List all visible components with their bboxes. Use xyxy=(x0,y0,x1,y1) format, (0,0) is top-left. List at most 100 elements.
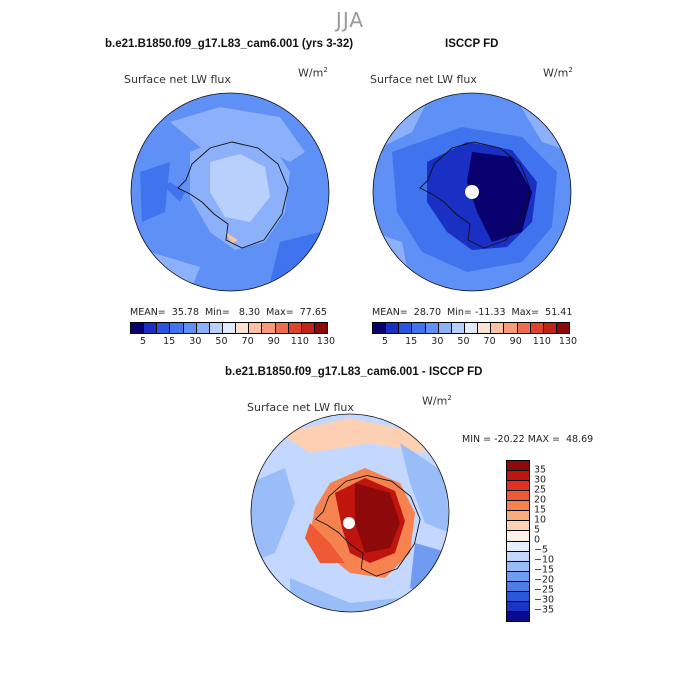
colorbar-swatch xyxy=(507,511,529,522)
colorbar-swatch xyxy=(507,571,529,582)
colorbar-swatch xyxy=(373,323,387,333)
colorbar-swatch xyxy=(131,323,145,333)
colorbar-swatch xyxy=(507,551,529,562)
season-title: JJA xyxy=(335,8,365,32)
colorbar-swatch xyxy=(507,591,529,602)
colorbar-swatch xyxy=(399,323,413,333)
right-colorbar xyxy=(372,322,570,334)
colorbar-swatch xyxy=(517,323,531,333)
colorbar-tick-label: −30 xyxy=(534,594,555,606)
right-panel-title: ISCCP FD xyxy=(445,38,499,50)
colorbar-tick-label: 130 xyxy=(558,336,578,347)
colorbar-swatch xyxy=(507,611,529,621)
diff-colorbar-ticks: 35 30 25 20 15 10 5 0 −5 −10 −15 −20 −25 −30 −35 xyxy=(534,460,574,620)
diff-units-base: W/m xyxy=(422,394,448,408)
colorbar-swatch xyxy=(507,481,529,492)
left-units-exp: 2 xyxy=(323,66,328,74)
colorbar-swatch xyxy=(209,323,223,333)
colorbar-swatch xyxy=(507,561,529,572)
colorbar-swatch xyxy=(222,323,237,333)
diff-colorbar xyxy=(506,460,530,622)
colorbar-swatch xyxy=(288,323,302,333)
colorbar-swatch xyxy=(507,471,529,482)
colorbar-tick-label: 15 xyxy=(534,504,547,516)
colorbar-tick-label: 70 xyxy=(483,336,496,347)
colorbar-swatch xyxy=(507,521,529,532)
colorbar-tick-label: −35 xyxy=(534,604,555,616)
colorbar-swatch xyxy=(301,323,315,333)
diff-units-label: W/m2 xyxy=(422,394,452,408)
colorbar-tick-label: 110 xyxy=(290,336,309,347)
colorbar-tick-label: 50 xyxy=(215,336,228,347)
right-stats: MEAN= 28.70 Min= -11.33 Max= 51.41 xyxy=(372,307,573,318)
colorbar-swatch xyxy=(491,323,505,333)
colorbar-tick-label: 25 xyxy=(534,484,547,496)
colorbar-tick-label: 90 xyxy=(509,336,522,347)
right-units-label: W/m2 xyxy=(543,66,573,80)
colorbar-tick-label: 5 xyxy=(382,336,389,347)
colorbar-swatch xyxy=(507,491,529,502)
colorbar-tick-label: 30 xyxy=(534,474,547,486)
colorbar-swatch xyxy=(425,323,439,333)
colorbar-tick-label: 130 xyxy=(316,336,336,347)
right-variable-label: Surface net LW flux xyxy=(370,73,477,86)
colorbar-tick-label: −10 xyxy=(534,554,555,566)
diff-panel-title: b.e21.B1850.f09_g17.L83_cam6.001 - ISCCP… xyxy=(225,366,483,378)
diff-stats: MIN = -20.22 MAX = 48.69 xyxy=(462,434,594,445)
colorbar-swatch xyxy=(451,323,465,333)
colorbar-swatch xyxy=(144,323,158,333)
colorbar-swatch xyxy=(314,323,328,333)
colorbar-tick-label: 15 xyxy=(405,336,418,347)
colorbar-tick-label: 15 xyxy=(163,336,176,347)
right-polar-map xyxy=(372,92,572,292)
colorbar-tick-label: 35 xyxy=(534,464,547,476)
colorbar-tick-label: −25 xyxy=(534,584,555,596)
colorbar-swatch xyxy=(170,323,184,333)
colorbar-swatch xyxy=(507,501,529,512)
colorbar-swatch xyxy=(507,601,529,612)
colorbar-tick-label: 70 xyxy=(241,336,254,347)
colorbar-swatch xyxy=(196,323,210,333)
colorbar-swatch xyxy=(412,323,426,333)
diff-variable-label: Surface net LW flux xyxy=(247,401,354,414)
colorbar-swatch xyxy=(530,323,544,333)
colorbar-tick-label: 0 xyxy=(534,534,541,546)
colorbar-swatch xyxy=(183,323,197,333)
colorbar-swatch xyxy=(262,323,276,333)
colorbar-swatch xyxy=(464,323,479,333)
colorbar-swatch xyxy=(275,323,289,333)
colorbar-tick-label: 90 xyxy=(267,336,280,347)
left-polar-map xyxy=(130,92,330,292)
left-variable-label: Surface net LW flux xyxy=(124,73,231,86)
colorbar-tick-label: −15 xyxy=(534,564,555,576)
colorbar-swatch xyxy=(157,323,171,333)
colorbar-tick-label: 20 xyxy=(534,494,547,506)
colorbar-tick-label: 10 xyxy=(534,514,547,526)
colorbar-tick-label: 5 xyxy=(140,336,147,347)
left-stats: MEAN= 35.78 Min= 8.30 Max= 77.65 xyxy=(130,307,327,318)
right-units-exp: 2 xyxy=(568,66,573,74)
diff-polar-map xyxy=(250,413,450,613)
colorbar-swatch xyxy=(478,323,492,333)
colorbar-tick-label: −5 xyxy=(534,544,549,556)
colorbar-tick-label: 110 xyxy=(532,336,551,347)
colorbar-swatch xyxy=(507,531,529,542)
colorbar-swatch xyxy=(507,541,529,552)
right-units-base: W/m xyxy=(543,66,569,80)
left-units-label: W/m2 xyxy=(298,66,328,80)
colorbar-tick-label: 30 xyxy=(431,336,444,347)
colorbar-tick-label: 30 xyxy=(189,336,202,347)
colorbar-swatch xyxy=(507,461,529,472)
colorbar-tick-label: 50 xyxy=(457,336,470,347)
colorbar-swatch xyxy=(543,323,557,333)
diff-units-exp: 2 xyxy=(447,394,452,402)
colorbar-swatch xyxy=(386,323,400,333)
colorbar-swatch xyxy=(438,323,452,333)
colorbar-swatch xyxy=(556,323,570,333)
left-units-base: W/m xyxy=(298,66,324,80)
colorbar-swatch xyxy=(236,323,250,333)
colorbar-tick-label: −20 xyxy=(534,574,555,586)
left-colorbar xyxy=(130,322,328,334)
right-colorbar-ticks: 5 15 30 50 70 90 110 130 xyxy=(372,336,577,350)
colorbar-swatch xyxy=(504,323,518,333)
